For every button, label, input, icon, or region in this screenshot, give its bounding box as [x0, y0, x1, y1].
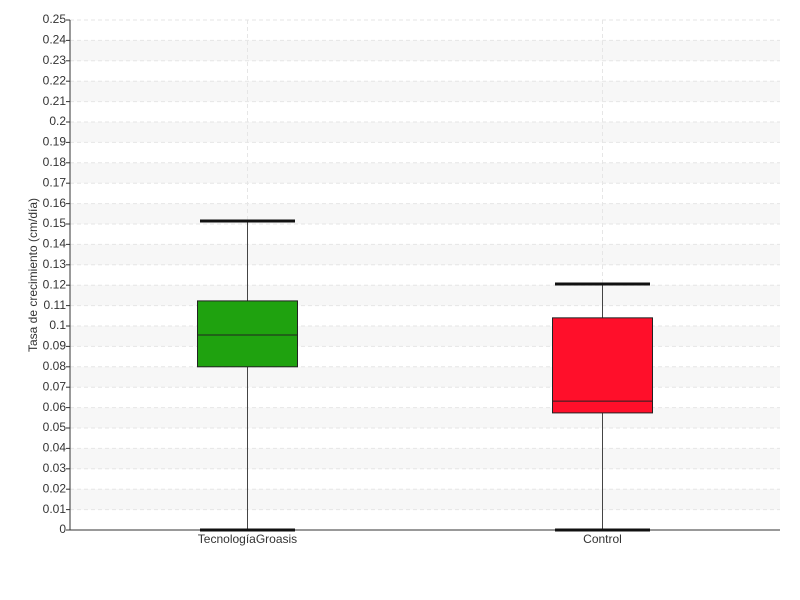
y-tick-label: 0.24 — [43, 33, 67, 47]
y-tick-label: 0.1 — [49, 318, 66, 332]
y-tick-label: 0.07 — [43, 379, 67, 393]
y-tick-label: 0.14 — [43, 237, 67, 251]
grid-band — [70, 122, 780, 143]
grid-band — [70, 366, 780, 388]
x-tick-label: TecnologíaGroasis — [198, 532, 297, 546]
box — [552, 317, 653, 414]
y-tick-label: 0.01 — [43, 502, 67, 516]
y-tick-label: 0.18 — [43, 155, 67, 169]
grid-band — [70, 244, 780, 265]
grid-band — [70, 203, 780, 224]
grid-band — [70, 285, 780, 306]
y-tick-label: 0.2 — [49, 114, 66, 128]
y-tick-label: 0.02 — [43, 481, 67, 495]
grid-band — [70, 448, 780, 469]
grid-band — [70, 489, 780, 510]
grid-band — [70, 162, 780, 184]
x-tick-label: Control — [583, 532, 622, 546]
y-tick-label: 0.08 — [43, 359, 67, 373]
y-tick-label: 0.03 — [43, 461, 67, 475]
y-tick-label: 0.17 — [43, 175, 67, 189]
y-tick-label: 0.15 — [43, 216, 67, 230]
y-axis-label: Tasa de crecimiento (cm/día) — [26, 198, 40, 352]
y-tick-label: 0.12 — [43, 277, 67, 291]
y-tick-label: 0.04 — [43, 441, 67, 455]
y-tick-label: 0.22 — [43, 73, 67, 87]
y-tick-label: 0 — [59, 522, 66, 536]
grid-band — [70, 326, 780, 347]
box — [197, 300, 298, 368]
y-tick-label: 0.19 — [43, 135, 67, 149]
y-tick-label: 0.16 — [43, 196, 67, 210]
y-tick-label: 0.25 — [43, 12, 67, 26]
grid-band — [70, 407, 780, 428]
y-tick-label: 0.21 — [43, 94, 67, 108]
y-tick-label: 0.06 — [43, 400, 67, 414]
y-tick-label: 0.09 — [43, 339, 67, 353]
y-tick-label: 0.11 — [44, 298, 67, 312]
y-tick-label: 0.05 — [43, 420, 67, 434]
grid-band — [70, 81, 780, 102]
y-tick-label: 0.13 — [43, 257, 67, 271]
grid-band — [70, 40, 780, 61]
y-tick-label: 0.23 — [43, 53, 67, 67]
